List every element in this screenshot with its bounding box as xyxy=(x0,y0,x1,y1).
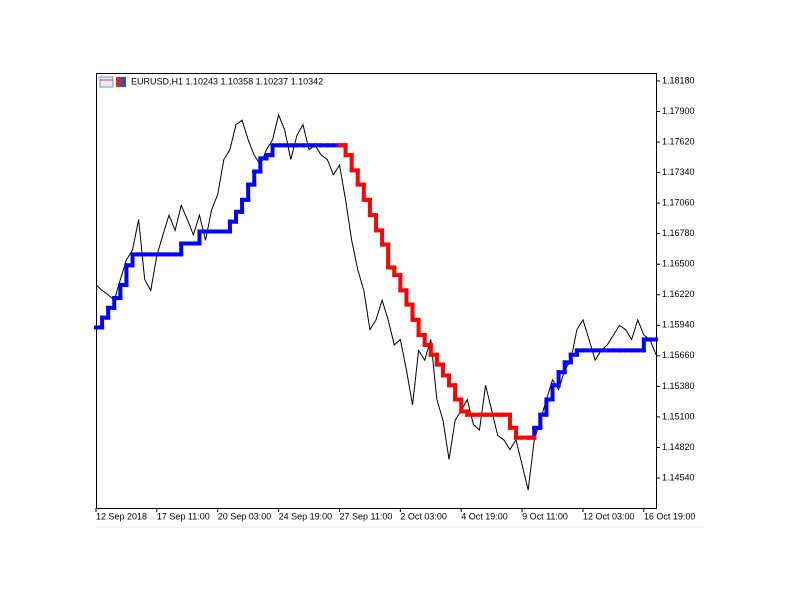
y-tick-label: 1.17900 xyxy=(662,106,695,116)
x-tick-label: 17 Sep 11:00 xyxy=(157,511,210,521)
x-tick-label: 20 Sep 03:00 xyxy=(218,511,272,521)
y-tick-label: 1.16220 xyxy=(662,289,695,299)
x-tick-label: 16 Oct 19:00 xyxy=(644,511,696,521)
symbol-icons xyxy=(99,76,126,88)
y-tick-label: 1.15100 xyxy=(662,411,695,421)
y-tick-label: 1.17620 xyxy=(662,136,695,146)
y-tick-label: 1.16780 xyxy=(662,228,695,238)
y-tick-label: 1.17060 xyxy=(662,198,695,208)
y-tick-label: 1.15940 xyxy=(662,320,695,330)
icon-flag xyxy=(116,77,121,87)
y-tick-label: 1.14820 xyxy=(662,442,695,452)
x-tick-label: 9 Oct 11:00 xyxy=(522,511,568,521)
y-tick-label: 1.17340 xyxy=(662,167,695,177)
x-tick-label: 12 Oct 03:00 xyxy=(583,511,635,521)
price-line xyxy=(95,113,657,491)
y-tick-label: 1.16500 xyxy=(662,259,695,269)
y-tick-label: 1.15380 xyxy=(662,381,695,391)
x-tick-label: 4 Oct 19:00 xyxy=(461,511,508,521)
icon-flag xyxy=(121,77,126,87)
y-tick-label: 1.18180 xyxy=(662,75,695,85)
x-tick-label: 27 Sep 11:00 xyxy=(339,511,392,521)
x-tick-label: 2 Oct 03:00 xyxy=(400,511,447,521)
icon-table xyxy=(99,76,114,88)
x-tick-label: 24 Sep 19:00 xyxy=(279,511,333,521)
y-tick-label: 1.15660 xyxy=(662,350,695,360)
plot-frame xyxy=(96,73,657,509)
x-tick-label: 12 Sep 2018 xyxy=(96,511,147,521)
chart-title: EURUSD,H1 1.10243 1.10358 1.10237 1.1034… xyxy=(131,76,323,86)
y-tick-label: 1.14540 xyxy=(662,472,695,482)
